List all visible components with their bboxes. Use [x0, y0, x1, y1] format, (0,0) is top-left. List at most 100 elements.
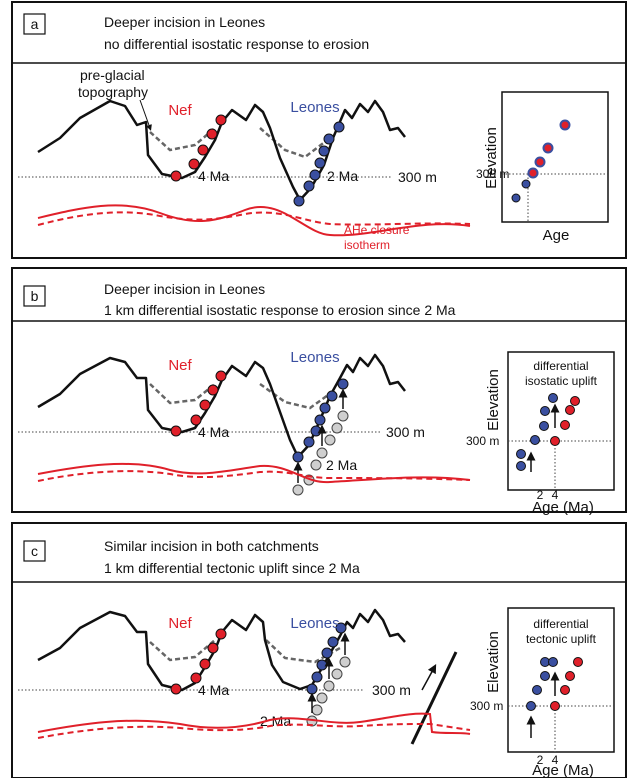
panel-a-leones-label: Leones: [290, 99, 339, 116]
sample-point: [303, 436, 315, 448]
sample-point-grey: [331, 422, 343, 434]
panel-b-inset-ylabel: Elevation: [485, 369, 502, 431]
panel-a-inset-ylabel: Elevation: [483, 127, 500, 189]
sample-point-grey: [316, 692, 328, 704]
sample-point: [207, 642, 219, 654]
sample-point: [337, 378, 349, 390]
panel-b-frame: [11, 267, 627, 513]
panel-a-isotherm-solid: [37, 204, 471, 237]
panel-a-letter: a: [31, 16, 39, 32]
panel-b-letter: b: [31, 288, 39, 304]
panel-a-age-4ma: 4 Ma: [198, 168, 229, 184]
panel-c-preglacial-leones: [265, 639, 341, 664]
inset-point-blue: [548, 657, 558, 667]
inset-point-blue: [539, 421, 549, 431]
panel-c-inset-frame: [507, 607, 615, 753]
sample-point: [206, 128, 218, 140]
sample-point: [316, 659, 328, 671]
inset-point-blue: [511, 193, 521, 203]
panel-c-inset-xlabel: Age (Ma): [532, 762, 594, 778]
sample-point: [190, 414, 202, 426]
sample-point: [326, 390, 338, 402]
panel-b-inset: differential isostatic uplift 300 m Elev…: [466, 351, 615, 516]
panel-c-isotherm-solid: [37, 712, 471, 735]
sample-point: [188, 158, 200, 170]
panel-c-elevation-label: 300 m: [372, 682, 411, 698]
panel-a-inset: 300 m Elevation Age: [476, 91, 609, 244]
panel-c-inset-title-2: tectonic uplift: [526, 632, 597, 646]
panel-b-leones-label: Leones: [290, 349, 339, 366]
panel-a-nef-samples: [170, 114, 227, 182]
inset-point-red: [570, 396, 580, 406]
sample-point: [199, 658, 211, 670]
sample-point: [321, 647, 333, 659]
panel-c-letter: c: [31, 543, 38, 559]
panel-a-preglacial-arrow: [139, 99, 152, 131]
panel-c-inset: differential tectonic uplift 300 m Eleva…: [470, 607, 615, 778]
panel-c-age-2ma: 2 Ma: [260, 713, 291, 729]
panel-a-frame: [11, 1, 627, 259]
sample-point: [314, 157, 326, 169]
panel-b: b Deeper incision in Leones 1 km differe…: [11, 267, 627, 516]
sample-point: [215, 370, 227, 382]
inset-point-red: [573, 657, 583, 667]
inset-point-mixed: [559, 119, 571, 131]
sample-point-grey: [337, 410, 349, 422]
panel-a-inset-300m: 300 m: [476, 167, 509, 181]
inset-point-blue: [516, 461, 526, 471]
sample-point: [310, 425, 322, 437]
sample-point: [190, 672, 202, 684]
inset-point-red: [550, 701, 560, 711]
inset-point-blue: [548, 393, 558, 403]
panel-c-topography: [37, 608, 406, 692]
panel-a-inset-frame: [501, 91, 609, 223]
panel-a-nef-label: Nef: [168, 102, 192, 119]
panel-b-inset-300m: 300 m: [466, 434, 499, 448]
sample-point: [207, 384, 219, 396]
ahe-label-1: AHe closure: [344, 223, 410, 237]
panel-c-leones-samples: [306, 622, 351, 727]
sample-point: [319, 402, 331, 414]
panel-b-inset-xlabel: Age (Ma): [532, 499, 594, 516]
sample-point-grey: [331, 668, 343, 680]
sample-point: [303, 180, 315, 192]
inset-point-blue: [540, 671, 550, 681]
panel-c-title-line2: 1 km differential tectonic uplift since …: [104, 560, 360, 576]
panel-c-isotherm-dashed: [37, 722, 471, 739]
inset-point-red: [560, 420, 570, 430]
panel-b-preglacial-nef: [149, 383, 216, 405]
sample-point: [293, 195, 305, 207]
fault-line: [410, 651, 458, 745]
panel-c-title-line1: Similar incision in both catchments: [104, 538, 319, 554]
panel-a-isotherm-dashed: [37, 211, 471, 226]
panel-a: a Deeper incision in Leones no different…: [11, 1, 627, 259]
sample-point: [318, 145, 330, 157]
panel-b-age-4ma: 4 Ma: [198, 424, 229, 440]
panel-b-inset-title-1: differential: [533, 359, 588, 373]
panel-a-leones-samples: [293, 121, 345, 207]
panel-b-isotherm-dashed: [37, 470, 471, 482]
panel-c-preglacial-nef: [149, 639, 216, 662]
pre-glacial-label-2: topography: [78, 84, 148, 100]
inset-point-mixed: [542, 142, 554, 154]
panel-b-inset-title-2: isostatic uplift: [525, 374, 598, 388]
panel-b-topography: [37, 353, 406, 459]
sample-point-grey: [339, 656, 351, 668]
panel-c-letter-box: [23, 540, 46, 562]
sample-point-grey: [324, 434, 336, 446]
sample-point: [170, 170, 182, 182]
panel-c-inset-300m: 300 m: [470, 699, 503, 713]
panel-c-nef-samples: [170, 628, 227, 695]
inset-point-mixed: [527, 167, 539, 179]
sample-point: [197, 144, 209, 156]
sample-point: [333, 121, 345, 133]
panel-c-inset-title-1: differential: [533, 617, 588, 631]
panel-a-inset-xlabel: Age: [543, 227, 570, 244]
sample-point-grey: [292, 484, 304, 496]
inset-point-mixed: [534, 156, 546, 168]
panel-a-title-line2: no differential isostatic response to er…: [104, 36, 369, 52]
panel-a-topography: [37, 99, 406, 202]
sample-point: [292, 451, 304, 463]
ahe-label-2: isotherm: [344, 238, 390, 252]
panel-a-preglacial-nef: [149, 127, 216, 152]
